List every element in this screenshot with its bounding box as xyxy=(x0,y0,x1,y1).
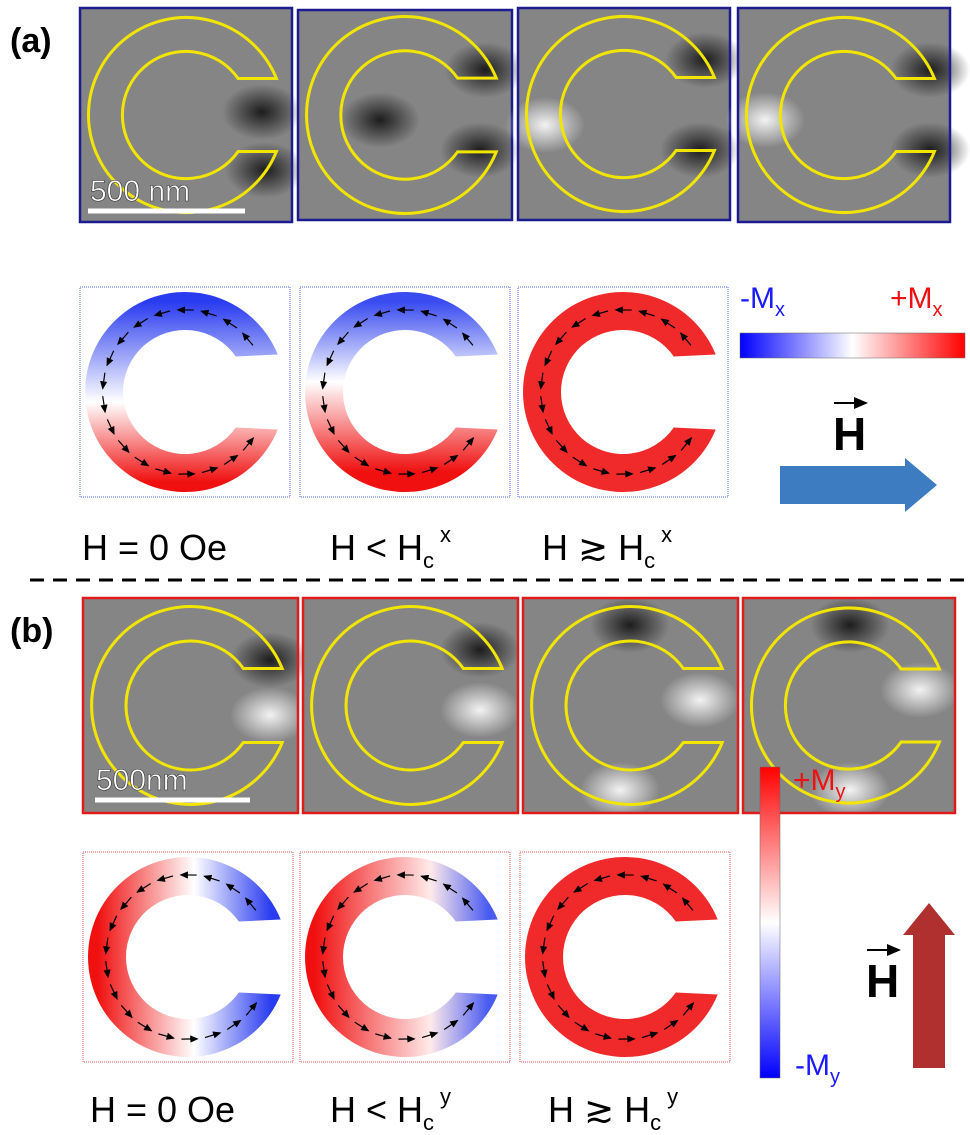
caption-text: H < H xyxy=(330,527,423,568)
caption: H = 0 Oe xyxy=(82,527,227,568)
panel-label: (b) xyxy=(10,612,53,650)
caption: H ≳ Hcy xyxy=(548,1084,678,1135)
contrast-spot xyxy=(440,682,520,738)
caption: H < Hcx xyxy=(330,522,451,573)
contrast-spot xyxy=(810,597,890,653)
field-label: H xyxy=(833,408,866,460)
micrograph xyxy=(303,598,520,813)
colorbar-neg-label: -Mx xyxy=(740,282,785,321)
colorbar-neg-text: -M xyxy=(795,1049,830,1082)
micrograph xyxy=(505,8,745,220)
figure: (a)500 nm-Mx+MxHH = 0 OeH < HcxH ≳ Hcx(b… xyxy=(0,0,970,1135)
caption-text: H < H xyxy=(330,1089,423,1130)
caption-sup: x xyxy=(440,522,451,547)
colorbar-neg-text: -M xyxy=(740,282,775,315)
scale-bar-label: 500nm xyxy=(96,764,188,797)
micrograph xyxy=(523,597,740,818)
colorbar-neg-sub: x xyxy=(775,299,785,321)
scale-bar-label: 500 nm xyxy=(90,175,190,208)
micrograph xyxy=(298,10,525,220)
colorbar-pos-sub: x xyxy=(933,299,943,321)
colorbar-pos-sub: y xyxy=(836,781,846,803)
colorbar-neg-sub: y xyxy=(830,1066,840,1088)
caption-text: H ≳ H xyxy=(548,1089,650,1130)
caption: H < Hcy xyxy=(330,1084,451,1135)
colorbar-pos-text: +M xyxy=(890,282,933,315)
caption: H = 0 Oe xyxy=(90,1089,235,1130)
caption-sup: x xyxy=(661,522,672,547)
caption-sub: c xyxy=(423,548,434,573)
contrast-spot xyxy=(660,672,740,728)
caption-sup: y xyxy=(440,1084,451,1109)
colorbar xyxy=(760,767,780,1078)
colorbar-neg-label: -My xyxy=(795,1049,840,1088)
caption-text: H = 0 Oe xyxy=(90,1089,235,1130)
micrograph xyxy=(725,8,970,222)
caption-text: H = 0 Oe xyxy=(82,527,227,568)
contrast-spot xyxy=(222,84,302,140)
field-label: H xyxy=(866,955,899,1007)
caption-text: H ≳ H xyxy=(542,527,644,568)
panel-label: (a) xyxy=(10,22,52,60)
colorbar-pos-label: +Mx xyxy=(890,282,943,321)
colorbar-pos-text: +M xyxy=(793,764,836,797)
caption-sup: y xyxy=(667,1084,678,1109)
contrast-spot xyxy=(340,92,420,148)
caption-sub: c xyxy=(423,1110,434,1135)
caption-sub: c xyxy=(650,1110,661,1135)
colorbar xyxy=(740,333,965,358)
field-arrow xyxy=(780,458,937,512)
caption-sub: c xyxy=(644,548,655,573)
field-arrow xyxy=(903,903,955,1068)
caption: H ≳ Hcx xyxy=(542,522,672,573)
